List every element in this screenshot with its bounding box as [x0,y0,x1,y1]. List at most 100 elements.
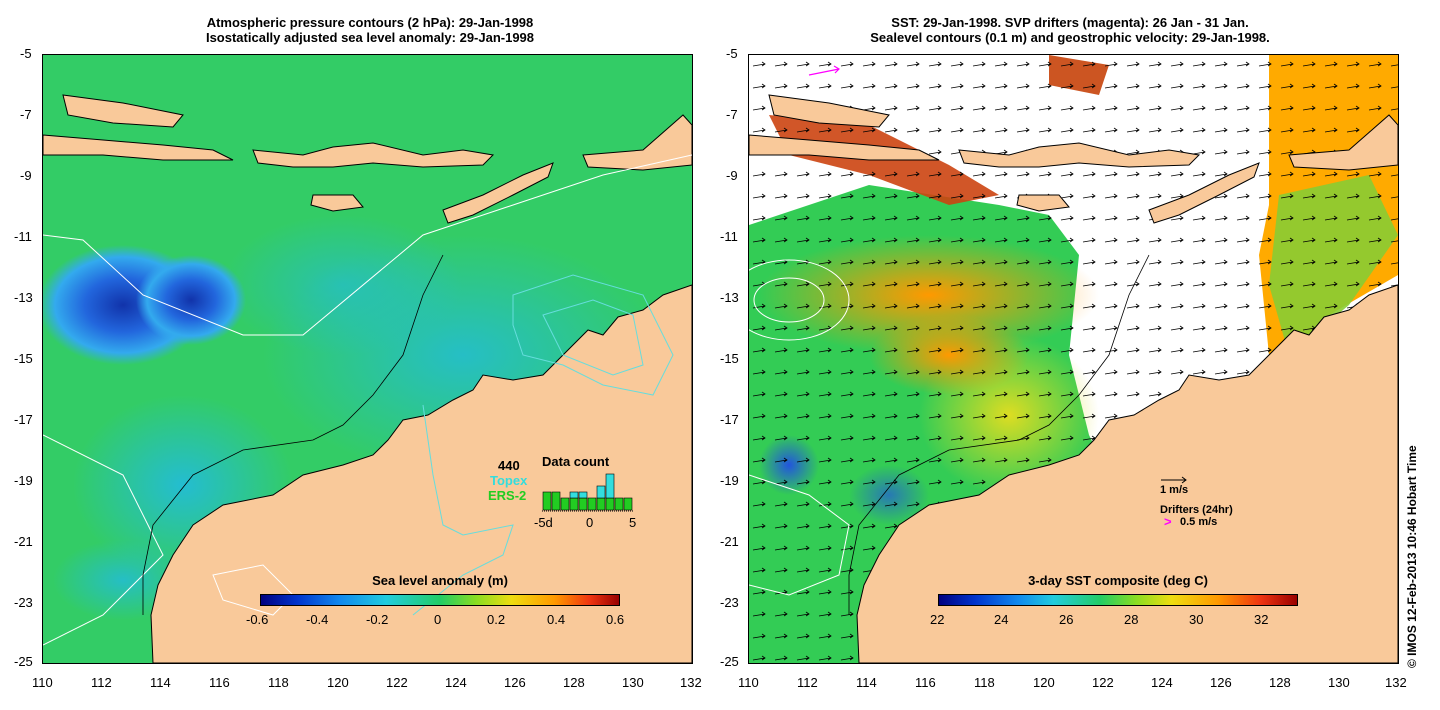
ers-bar [569,497,579,511]
sulawesi-island [768,94,890,128]
drifters-label: Drifters (24hr) [1160,504,1233,516]
shelf-contour [848,254,1150,615]
velocity-legend: 1 m/s Drifters (24hr) > 0.5 m/s [1158,474,1298,534]
right-x-tick: 128 [1269,675,1291,690]
sla-contour-2 [542,299,644,376]
java-island [749,134,940,161]
scale-label: 1 m/s [1160,484,1189,496]
left-y-tick: -23 [14,595,33,610]
timor-island [1148,162,1260,224]
right-colorbar-tick: 28 [1124,612,1139,627]
left-y-tick: -21 [14,534,33,549]
left-y-tick: -5 [20,46,32,61]
data-count-ers-label: ERS-2 [488,488,527,503]
sla-contour-3 [412,404,514,616]
shelf-contour [142,254,444,615]
right-x-tick: 122 [1092,675,1114,690]
right-x-tick: 132 [1385,675,1407,690]
right-colorbar-tick: 26 [1059,612,1074,627]
drifter-speed-label: 0.5 m/s [1180,516,1218,528]
ers-bar [560,497,570,511]
topex-bar [605,473,615,499]
right-y-tick: -25 [720,654,739,669]
right-title-line1: SST: 29-Jan-1998. SVP drifters (magenta)… [891,15,1249,30]
right-x-tick: 126 [1210,675,1232,690]
sla-contour-1 [512,274,674,396]
data-count-title: Data count [542,454,610,469]
right-colorbar-tick: 24 [994,612,1009,627]
left-x-tick: 118 [268,675,289,690]
right-y-tick: -5 [726,46,738,61]
right-title: SST: 29-Jan-1998. SVP drifters (magenta)… [720,15,1420,45]
left-colorbar-tick: -0.4 [306,612,329,627]
left-y-tick: -9 [20,168,32,183]
right-colorbar: 3-day SST composite (deg C) 22 24 26 28 … [930,573,1300,627]
left-x-tick: 122 [386,675,408,690]
drifter-arrow-icon: > [1164,514,1172,529]
right-x-tick: 124 [1151,675,1173,690]
left-colorbar-title: Sea level anomaly (m) [372,573,508,588]
left-y-tick: -25 [14,654,33,669]
data-count-histogram [542,473,634,512]
sealevel-contour-eddy [749,259,850,341]
left-map-svg [43,55,692,663]
java-island [43,134,234,161]
right-y-tick: -9 [726,168,738,183]
left-colorbar-tick: 0.2 [487,612,506,627]
ers-bar [596,497,606,511]
ers-bar [605,497,615,511]
small-islands-ne [582,114,692,171]
left-y-tick: -19 [14,473,33,488]
sealevel-contour [749,474,850,596]
right-x-tick: 114 [856,675,877,690]
left-colorbar: Sea level anomaly (m) -0.6 -0.4 -0.2 0 0… [246,573,624,627]
left-x-tick: 114 [150,675,171,690]
sumba-island [1016,194,1070,212]
right-y-tick: -15 [720,351,739,366]
lesser-sunda-islands [252,142,495,168]
sulawesi-island [62,94,184,128]
left-x-tick: 132 [680,675,702,690]
sumba-island [310,194,364,212]
right-y-tick: -7 [726,107,738,122]
right-colorbar-tick: 32 [1254,612,1269,627]
ers-bar [614,497,624,511]
right-x-tick: 116 [915,675,936,690]
low-anomaly-east [136,255,246,345]
left-colorbar-tick: 0.6 [606,612,625,627]
data-count-x-tick: -5d [534,515,553,530]
right-y-tick: -21 [720,534,739,549]
left-x-tick: 120 [327,675,349,690]
drifter-track [808,65,840,76]
data-count-x-tick: 0 [586,515,594,530]
data-count-topex-label: Topex [490,473,528,488]
right-x-tick: 112 [797,675,818,690]
australia-landmass [150,284,692,663]
left-title-line1: Atmospheric pressure contours (2 hPa): 2… [206,15,534,30]
left-x-tick: 116 [209,675,230,690]
left-x-tick: 126 [504,675,526,690]
right-colorbar-tick: 22 [930,612,945,627]
pressure-contour-2 [43,434,164,646]
ers-bar [578,497,588,511]
ers-bar [542,491,552,511]
left-y-tick: -7 [20,107,32,122]
left-colorbar-tick: -0.2 [366,612,389,627]
left-colorbar-tick: -0.6 [246,612,269,627]
ers-bar [551,491,561,511]
left-y-tick: -17 [14,412,33,427]
left-x-tick: 124 [445,675,467,690]
right-x-tick: 120 [1033,675,1055,690]
right-y-tick: -13 [720,290,739,305]
right-colorbar-bar [938,594,1298,606]
pressure-contour [43,154,692,336]
ers-bar [623,497,633,511]
left-x-tick: 110 [32,675,53,690]
right-x-tick: 130 [1328,675,1350,690]
right-x-tick: 118 [974,675,995,690]
data-count-total: 440 [498,458,520,473]
right-y-tick: -23 [720,595,739,610]
right-map-svg [749,55,1398,663]
topex-bar [578,491,588,499]
left-title-line2: Isostatically adjusted sea level anomaly… [205,30,535,45]
